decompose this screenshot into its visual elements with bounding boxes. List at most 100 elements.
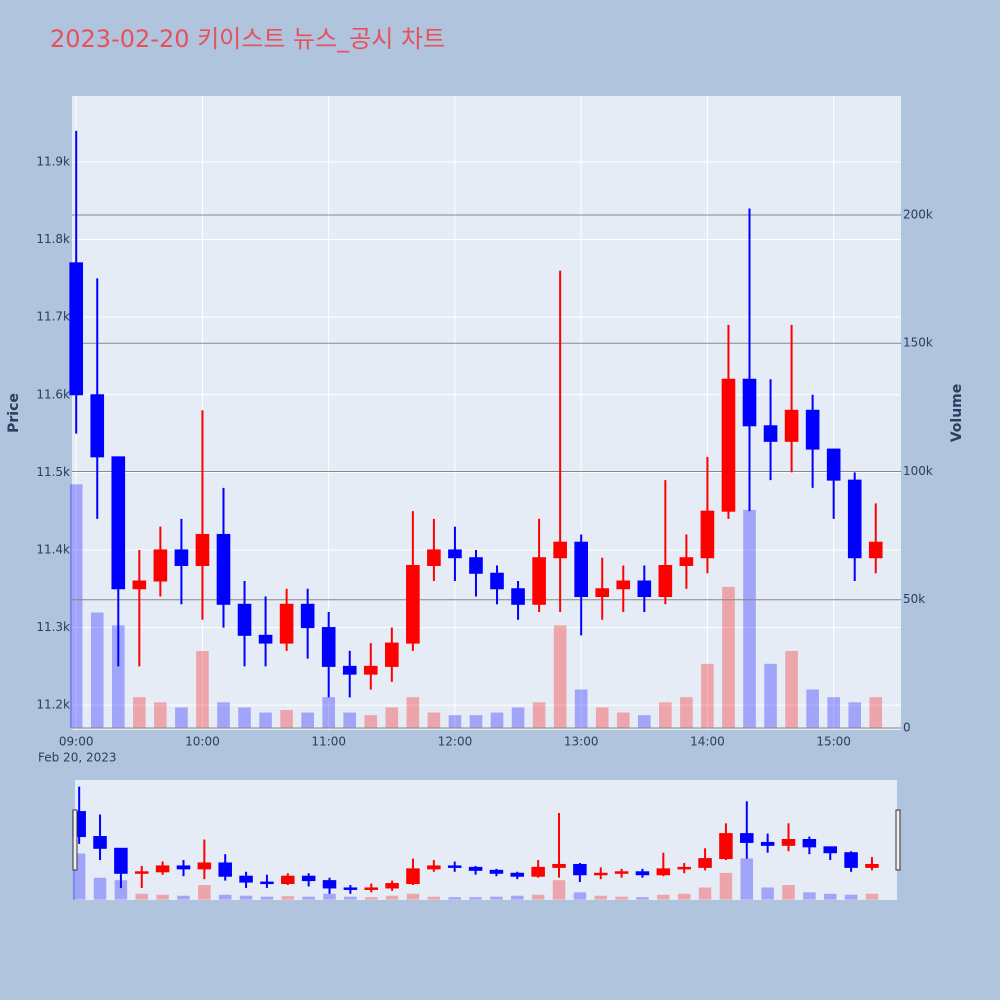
volume-bar: [680, 697, 693, 728]
volume-bar: [217, 702, 230, 728]
volume-bar: [764, 663, 777, 728]
x-tick-label: 13:00: [564, 735, 599, 749]
volume-bar: [869, 697, 883, 728]
candle-body: [218, 862, 232, 877]
volume-bar: [154, 702, 167, 728]
candle-body: [260, 881, 274, 885]
y2-tick-label: 0: [903, 720, 911, 734]
volume-bar: [175, 707, 188, 728]
candle-body: [740, 833, 754, 843]
candle-body: [197, 862, 212, 870]
chart-title: 2023-02-20 키이스트 뉴스_공시 차트: [50, 25, 445, 53]
candle-body: [300, 603, 315, 629]
candle-body: [595, 588, 610, 598]
volume-bar: [574, 689, 588, 728]
candle-body: [658, 564, 673, 598]
candle-body: [385, 883, 399, 889]
candle-body: [93, 836, 107, 849]
candle-body: [531, 866, 545, 877]
volume-bar: [156, 894, 169, 900]
candle-body: [427, 549, 441, 566]
candle-body: [342, 665, 357, 675]
candle-body: [698, 858, 712, 868]
candle-body: [469, 557, 483, 574]
volume-bar: [114, 880, 128, 900]
volume-bar: [553, 625, 567, 728]
volume-bar: [343, 712, 357, 728]
volume-bar: [722, 586, 735, 728]
candle-body: [468, 866, 483, 871]
volume-bar: [595, 707, 609, 728]
volume-bar: [636, 897, 649, 900]
volume-bar: [701, 663, 714, 728]
candle-body: [406, 564, 420, 644]
x-tick-label: 12:00: [438, 735, 473, 749]
x-tick-label: 10:00: [185, 735, 220, 749]
x-tick-label: 11:00: [311, 735, 346, 749]
volume-bar: [637, 715, 651, 728]
volume-bar: [848, 702, 862, 728]
volume-bar: [532, 702, 546, 728]
x-axis-subtitle: Feb 20, 2023: [38, 751, 117, 765]
volume-bar: [865, 893, 879, 900]
candle-body: [763, 425, 778, 442]
volume-bar: [552, 880, 566, 900]
candle-body: [844, 852, 858, 868]
volume-bar: [133, 697, 146, 728]
candle-body: [301, 875, 316, 882]
y-tick-label: 11.9k: [36, 154, 70, 168]
volume-bar: [743, 509, 756, 728]
candle-body: [826, 448, 841, 481]
volume-bar: [385, 895, 399, 900]
candle-body: [614, 871, 629, 874]
volume-bar: [594, 895, 608, 900]
candle-body: [258, 634, 273, 644]
volume-bar: [806, 689, 819, 728]
candle-body: [742, 378, 757, 427]
x-tick-label: 14:00: [690, 735, 725, 749]
candle-body: [868, 541, 883, 559]
volume-bar: [511, 895, 524, 900]
y-tick-label: 11.6k: [36, 387, 70, 401]
volume-bar: [198, 885, 211, 900]
candle-body: [593, 872, 608, 876]
candle-body: [677, 866, 691, 870]
volume-bar: [616, 712, 630, 728]
y2-tick-label: 50k: [903, 592, 925, 606]
volume-bar: [657, 894, 670, 900]
volume-bar: [177, 895, 190, 900]
volume-bar: [803, 892, 816, 900]
slider-handle[interactable]: [895, 809, 901, 871]
volume-bar: [469, 715, 483, 728]
y-axis-title: Price: [6, 393, 22, 433]
volume-bar: [677, 893, 691, 900]
candle-body: [511, 588, 525, 605]
volume-bar: [90, 612, 104, 728]
volume-bar: [406, 893, 420, 900]
candle-body: [635, 871, 650, 876]
candle-body: [784, 409, 799, 442]
volume-bar: [427, 896, 441, 900]
candle-body: [239, 875, 253, 883]
candle-body: [279, 603, 294, 644]
volume-bar: [322, 697, 336, 728]
volume-bar: [490, 712, 504, 728]
volume-bar: [111, 625, 125, 728]
volume-bar: [281, 896, 295, 900]
candle-body: [363, 665, 378, 675]
candle-body: [132, 580, 147, 590]
volume-bar: [823, 893, 837, 900]
volume-bar: [469, 897, 482, 900]
candle-body: [448, 549, 462, 559]
candle-body: [637, 580, 652, 598]
candle-body: [135, 871, 149, 874]
y2-tick-label: 100k: [903, 464, 933, 478]
candle-body: [760, 841, 775, 846]
volume-bar: [761, 887, 774, 900]
candle-body: [237, 603, 252, 636]
volume-bar: [740, 858, 754, 900]
candle-body: [216, 533, 231, 605]
range-slider[interactable]: [75, 780, 897, 900]
y-tick-label: 11.3k: [36, 620, 70, 634]
slider-handle[interactable]: [72, 809, 78, 871]
